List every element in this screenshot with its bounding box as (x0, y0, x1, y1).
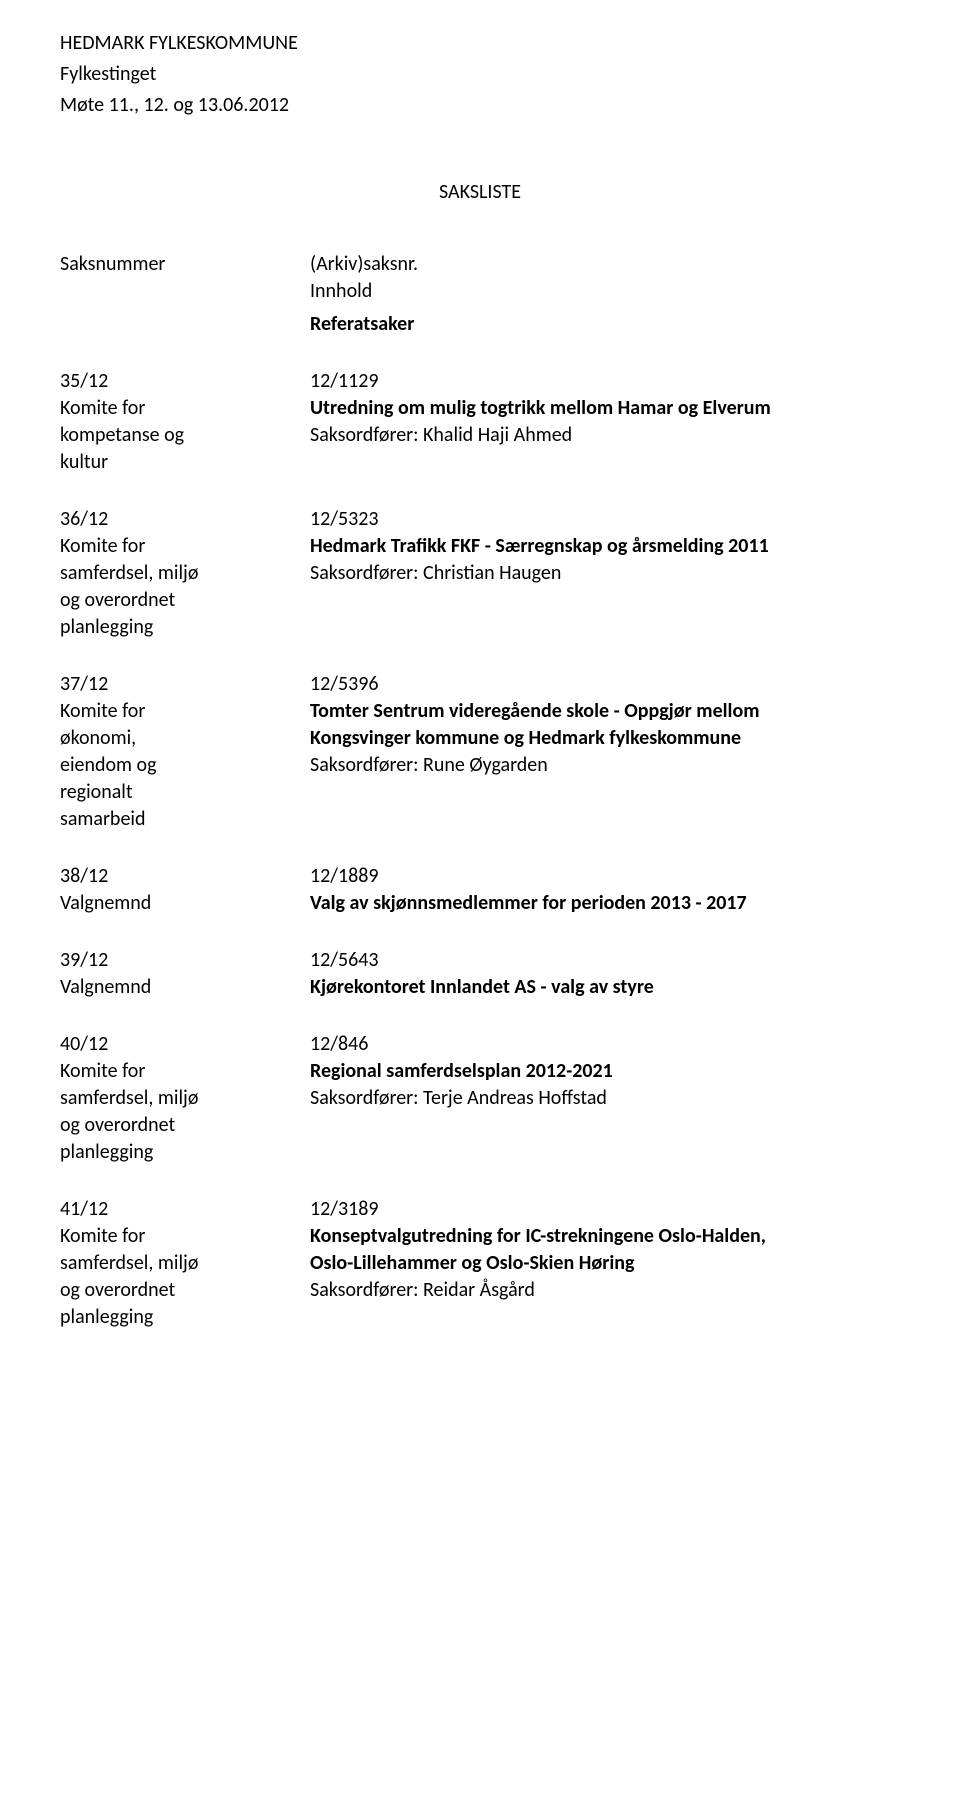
case-right: 12/5396Tomter Sentrum videregående skole… (310, 671, 900, 833)
arkiv-number: 12/1129 (310, 368, 900, 395)
committee-line: planlegging (60, 614, 310, 641)
committee-line: Komite for (60, 533, 310, 560)
case-number: 38/12 (60, 863, 310, 890)
case-left: 38/12Valgnemnd (60, 863, 310, 917)
case-right: 12/846Regional samferdselsplan 2012-2021… (310, 1031, 900, 1166)
case-title-line: Kongsvinger kommune og Hedmark fylkeskom… (310, 725, 900, 752)
case-title-line: Regional samferdselsplan 2012-2021 (310, 1058, 900, 1085)
saksordforer: Saksordfører: Terje Andreas Hoffstad (310, 1085, 900, 1112)
case-title-line: Hedmark Trafikk FKF - Særregnskap og års… (310, 533, 900, 560)
case-left: 40/12Komite forsamferdsel, miljøog overo… (60, 1031, 310, 1166)
committee-line: økonomi, (60, 725, 310, 752)
committee-line: Valgnemnd (60, 974, 310, 1001)
case-item: 39/12Valgnemnd12/5643Kjørekontoret Innla… (60, 947, 900, 1001)
committee-line: planlegging (60, 1139, 310, 1166)
case-left: 41/12Komite forsamferdsel, miljøog overo… (60, 1196, 310, 1331)
case-right: 12/3189Konseptvalgutredning for IC-strek… (310, 1196, 900, 1331)
case-item: 41/12Komite forsamferdsel, miljøog overo… (60, 1196, 900, 1331)
case-left: 39/12Valgnemnd (60, 947, 310, 1001)
case-right: 12/5643Kjørekontoret Innlandet AS - valg… (310, 947, 900, 1001)
case-left: 37/12Komite forøkonomi,eiendom ogregiona… (60, 671, 310, 833)
case-right: 12/1889Valg av skjønnsmedlemmer for peri… (310, 863, 900, 917)
committee-line: og overordnet (60, 587, 310, 614)
arkiv-number: 12/5323 (310, 506, 900, 533)
items-container: 35/12Komite forkompetanse ogkultur12/112… (60, 368, 900, 1331)
saksordforer: Saksordfører: Rune Øygarden (310, 752, 900, 779)
committee-line: samarbeid (60, 806, 310, 833)
arkiv-number: 12/3189 (310, 1196, 900, 1223)
committee-line: kompetanse og (60, 422, 310, 449)
case-title-line: Oslo-Lillehammer og Oslo-Skien Høring (310, 1250, 900, 1277)
saksordforer: Saksordfører: Christian Haugen (310, 560, 900, 587)
committee-line: samferdsel, miljø (60, 1085, 310, 1112)
org-name: HEDMARK FYLKESKOMMUNE (60, 30, 900, 57)
case-right: 12/5323Hedmark Trafikk FKF - Særregnskap… (310, 506, 900, 641)
meeting-date: Møte 11., 12. og 13.06.2012 (60, 92, 900, 119)
case-right: 12/1129Utredning om mulig togtrikk mello… (310, 368, 900, 476)
case-left: 36/12Komite forsamferdsel, miljøog overo… (60, 506, 310, 641)
case-number: 39/12 (60, 947, 310, 974)
case-title-line: Valg av skjønnsmedlemmer for perioden 20… (310, 890, 900, 917)
arkiv-number: 12/5396 (310, 671, 900, 698)
committee-line: Komite for (60, 1058, 310, 1085)
case-item: 36/12Komite forsamferdsel, miljøog overo… (60, 506, 900, 641)
referatsaker-row: Referatsaker (60, 311, 900, 338)
col-left-label: Saksnummer (60, 251, 310, 305)
case-title-line: Tomter Sentrum videregående skole - Oppg… (310, 698, 900, 725)
case-left: 35/12Komite forkompetanse ogkultur (60, 368, 310, 476)
committee-line: og overordnet (60, 1277, 310, 1304)
arkiv-number: 12/846 (310, 1031, 900, 1058)
committee-line: og overordnet (60, 1112, 310, 1139)
case-title-line: Konseptvalgutredning for IC-strekningene… (310, 1223, 900, 1250)
committee-line: regionalt (60, 779, 310, 806)
case-title-line: Kjørekontoret Innlandet AS - valg av sty… (310, 974, 900, 1001)
case-number: 36/12 (60, 506, 310, 533)
committee-line: planlegging (60, 1304, 310, 1331)
committee-line: samferdsel, miljø (60, 1250, 310, 1277)
body-name: Fylkestinget (60, 61, 900, 88)
saksordforer: Saksordfører: Reidar Åsgård (310, 1277, 900, 1304)
case-title-line: Utredning om mulig togtrikk mellom Hamar… (310, 395, 900, 422)
case-number: 40/12 (60, 1031, 310, 1058)
case-number: 37/12 (60, 671, 310, 698)
committee-line: kultur (60, 449, 310, 476)
col-right-sub: Innhold (310, 278, 900, 305)
column-headers: Saksnummer (Arkiv)saksnr. Innhold (60, 251, 900, 305)
committee-line: eiendom og (60, 752, 310, 779)
referatsaker-label: Referatsaker (310, 311, 900, 338)
case-item: 37/12Komite forøkonomi,eiendom ogregiona… (60, 671, 900, 833)
case-item: 40/12Komite forsamferdsel, miljøog overo… (60, 1031, 900, 1166)
committee-line: Komite for (60, 395, 310, 422)
col-right-label: (Arkiv)saksnr. (310, 251, 900, 278)
committee-line: Valgnemnd (60, 890, 310, 917)
committee-line: Komite for (60, 1223, 310, 1250)
page-title: SAKSLISTE (60, 179, 900, 206)
arkiv-number: 12/1889 (310, 863, 900, 890)
case-number: 41/12 (60, 1196, 310, 1223)
case-number: 35/12 (60, 368, 310, 395)
arkiv-number: 12/5643 (310, 947, 900, 974)
case-item: 38/12Valgnemnd12/1889Valg av skjønnsmedl… (60, 863, 900, 917)
committee-line: samferdsel, miljø (60, 560, 310, 587)
saksordforer: Saksordfører: Khalid Haji Ahmed (310, 422, 900, 449)
case-item: 35/12Komite forkompetanse ogkultur12/112… (60, 368, 900, 476)
committee-line: Komite for (60, 698, 310, 725)
